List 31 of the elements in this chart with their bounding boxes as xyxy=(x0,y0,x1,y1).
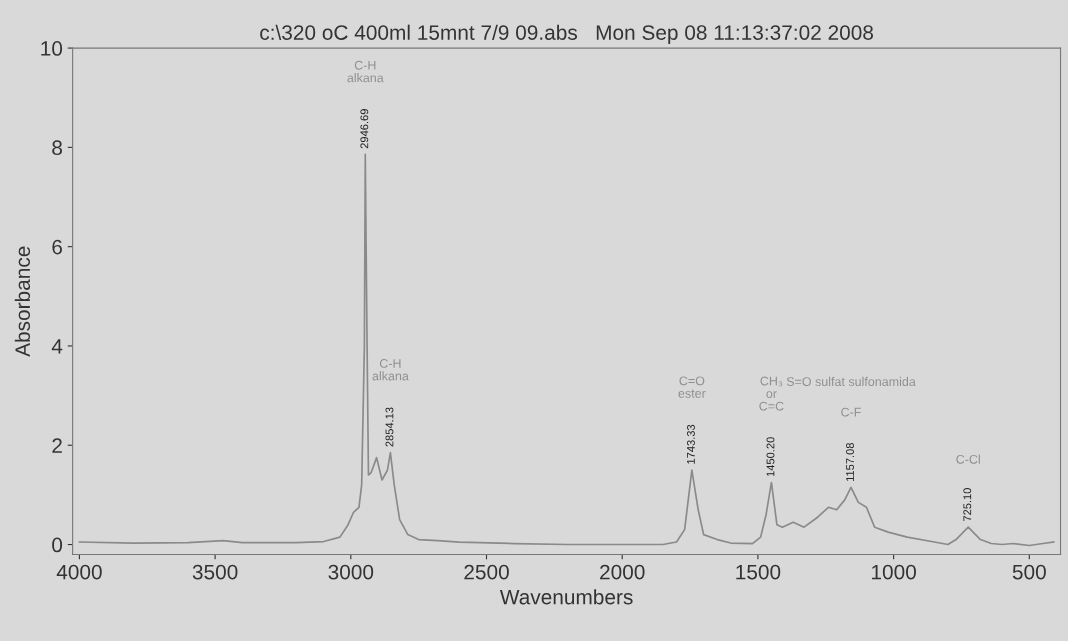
annotation: C-Cl xyxy=(956,454,980,464)
y-tick-label: 8 xyxy=(52,140,62,156)
annotation: C-H alkana xyxy=(347,60,384,83)
x-tick-label: 1000 xyxy=(872,564,916,580)
annotation: 2946.69 xyxy=(360,109,369,149)
x-tick-label: 500 xyxy=(1012,564,1046,580)
y-tick-label: 4 xyxy=(51,339,63,354)
x-tick-label: 3000 xyxy=(328,564,374,580)
annotation: S=O sulfat sulfonamida xyxy=(786,376,916,387)
chart-title: c:\320 oC 400ml 15mnt 7/9 09.abs Mon Sep 08 11:13:37:02 2008 xyxy=(260,24,874,45)
annotation: 2854.13 xyxy=(385,407,394,447)
annotation: CH₃ or C=C xyxy=(759,376,784,411)
annotation: C-H alkana xyxy=(372,359,409,381)
y-tick-label: 0 xyxy=(52,537,63,553)
annotation: 725.10 xyxy=(963,488,972,522)
y-tick-label: 6 xyxy=(52,239,62,255)
line-series xyxy=(78,153,1055,547)
annotation: C=O ester xyxy=(678,376,706,398)
annotation: 1157.08 xyxy=(846,443,854,482)
y-axis-title: Absorbance xyxy=(14,246,31,357)
x-tick-label: 2500 xyxy=(464,564,509,580)
annotation: C-F xyxy=(841,407,861,417)
annotation: 1743.33 xyxy=(686,424,695,464)
y-tick-label: 2 xyxy=(52,438,62,453)
x-tick-label: 3500 xyxy=(192,564,238,580)
y-tick-label: 10 xyxy=(41,41,63,56)
x-tick-label: 2000 xyxy=(600,564,645,580)
x-tick-label: 4000 xyxy=(56,564,102,580)
annotation: 1450.20 xyxy=(766,437,775,477)
x-tick-label: 1500 xyxy=(736,564,781,580)
x-axis-title: Wavenumbers xyxy=(499,589,633,605)
